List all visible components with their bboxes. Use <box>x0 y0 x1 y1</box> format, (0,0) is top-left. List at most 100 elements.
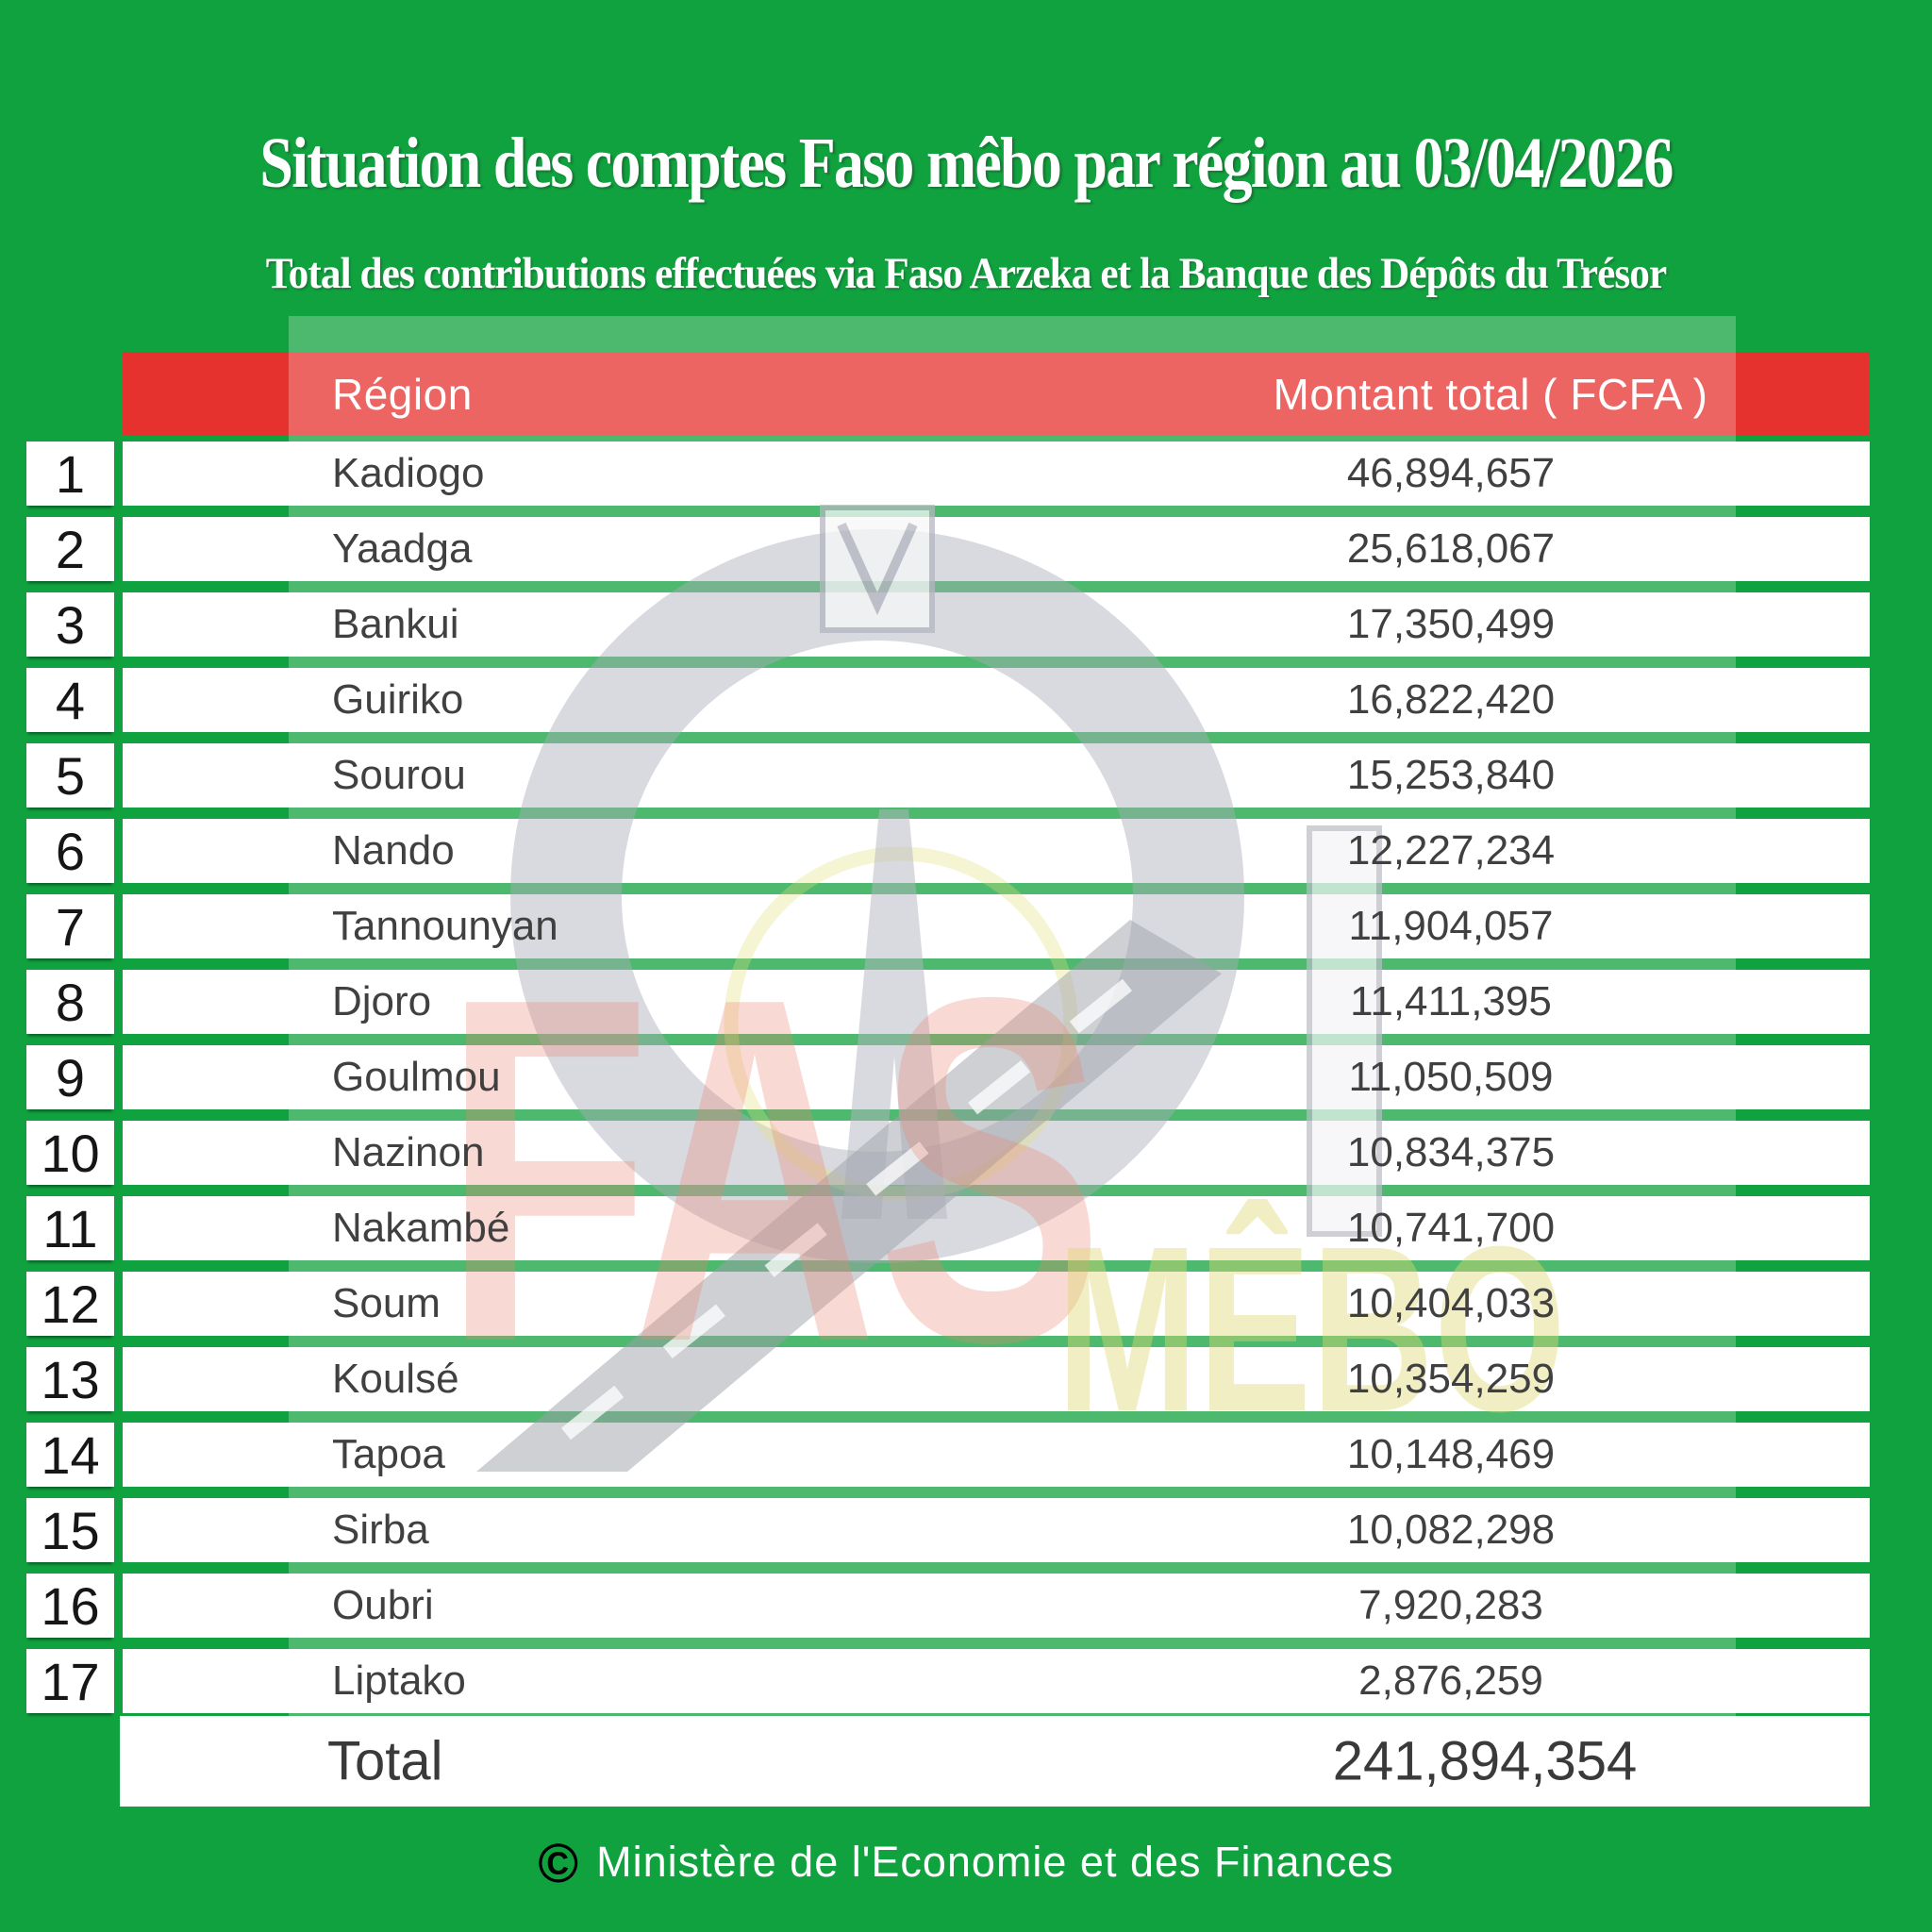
rank-cell <box>26 1574 114 1638</box>
amount-value: 46,894,657 <box>1346 450 1556 496</box>
amount-value: 7,920,283 <box>1358 1582 1543 1628</box>
region-name: Nazinon <box>332 1129 485 1175</box>
amount-value: 10,834,375 <box>1346 1129 1556 1175</box>
region-name: Tannounyan <box>332 903 558 949</box>
rank-value: 2 <box>55 519 86 579</box>
copyright-icon: © <box>538 1833 580 1894</box>
rank-cell <box>26 1423 114 1487</box>
rank-value: 10 <box>41 1123 100 1183</box>
amount-value: 11,411,395 <box>1350 978 1552 1024</box>
amount-value: 10,148,469 <box>1346 1431 1556 1477</box>
amount-value: 15,253,840 <box>1346 752 1556 798</box>
rank-cell <box>26 1121 114 1185</box>
region-name: Bankui <box>332 601 459 647</box>
rank-cell <box>26 1347 114 1411</box>
total-row: Total 241,894,354 <box>120 1716 1870 1807</box>
amount-value: 12,227,234 <box>1346 827 1556 874</box>
table-row: 13 Koulsé 10,354,259 <box>0 1347 1932 1411</box>
column-header-amount: Montant total ( FCFA ) <box>1273 369 1708 419</box>
row-background <box>123 668 1870 732</box>
rank-cell <box>26 894 114 958</box>
rank-value: 1 <box>55 443 86 504</box>
region-name: Soum <box>332 1280 441 1326</box>
amount-value: 16,822,420 <box>1346 676 1556 723</box>
total-label: Total <box>327 1730 443 1792</box>
rank-cell <box>26 1272 114 1336</box>
rank-value: 4 <box>55 670 86 730</box>
table-header: Région Montant total ( FCFA ) <box>123 352 1870 436</box>
region-name: Guiriko <box>332 676 464 723</box>
amount-value: 2,876,259 <box>1358 1657 1543 1704</box>
rank-value: 15 <box>41 1500 100 1560</box>
rank-cell <box>26 668 114 732</box>
footer: © Ministère de l'Economie et des Finances <box>0 1832 1932 1895</box>
row-background <box>123 1498 1870 1562</box>
table-row: 7 Tannounyan 11,904,057 <box>0 894 1932 958</box>
rank-cell <box>26 441 114 506</box>
amount-value: 10,354,259 <box>1346 1356 1556 1402</box>
rank-cell <box>26 1045 114 1109</box>
region-name: Sourou <box>332 752 466 798</box>
table-row: 8 Djoro 11,411,395 <box>0 970 1932 1034</box>
region-name: Nando <box>332 827 455 874</box>
table-row: 11 Nakambé 10,741,700 <box>0 1196 1932 1260</box>
region-name: Koulsé <box>332 1356 459 1402</box>
region-name: Tapoa <box>332 1431 445 1477</box>
region-name: Oubri <box>332 1582 434 1628</box>
amount-value: 10,082,298 <box>1346 1507 1556 1553</box>
row-background <box>123 743 1870 808</box>
total-amount: 241,894,354 <box>1332 1730 1638 1792</box>
region-name: Yaadga <box>332 525 473 572</box>
rank-cell <box>26 1196 114 1260</box>
table-row: 10 Nazinon 10,834,375 <box>0 1121 1932 1185</box>
table-row: 16 Oubri 7,920,283 <box>0 1574 1932 1638</box>
rank-cell <box>26 592 114 657</box>
table-row: 1 Kadiogo 46,894,657 <box>0 441 1932 506</box>
rank-value: 12 <box>41 1274 100 1334</box>
region-name: Liptako <box>332 1657 466 1704</box>
rank-value: 5 <box>55 745 86 806</box>
rank-value: 13 <box>41 1349 100 1409</box>
amount-value: 11,050,509 <box>1348 1054 1554 1100</box>
amount-value: 17,350,499 <box>1346 601 1556 647</box>
rank-value: 3 <box>55 594 86 655</box>
rank-cell <box>26 743 114 808</box>
row-background <box>123 819 1870 883</box>
rank-value: 9 <box>55 1047 86 1108</box>
region-name: Nakambé <box>332 1205 510 1251</box>
rank-value: 16 <box>41 1575 100 1636</box>
table-row: 15 Sirba 10,082,298 <box>0 1498 1932 1562</box>
row-background <box>123 592 1870 657</box>
table-row: 14 Tapoa 10,148,469 <box>0 1423 1932 1487</box>
region-name: Kadiogo <box>332 450 485 496</box>
region-name: Goulmou <box>332 1054 501 1100</box>
row-background <box>123 1574 1870 1638</box>
amount-value: 25,618,067 <box>1346 525 1556 572</box>
amount-value: 10,741,700 <box>1346 1205 1556 1251</box>
rank-value: 11 <box>42 1198 98 1258</box>
rank-cell <box>26 1498 114 1562</box>
rank-value: 14 <box>41 1424 100 1485</box>
page-title: Situation des comptes Faso mêbo par régi… <box>259 124 1674 203</box>
table-row: 3 Bankui 17,350,499 <box>0 592 1932 657</box>
row-background <box>123 1649 1870 1713</box>
region-name: Sirba <box>332 1507 429 1553</box>
table-row: 4 Guiriko 16,822,420 <box>0 668 1932 732</box>
footer-text: Ministère de l'Economie et des Finances <box>596 1838 1394 1886</box>
rank-cell <box>26 819 114 883</box>
table-row: 17 Liptako 2,876,259 <box>0 1649 1932 1713</box>
rank-value: 8 <box>55 972 86 1032</box>
rank-cell <box>26 517 114 581</box>
column-header-region: Région <box>332 369 473 419</box>
table-row: 9 Goulmou 11,050,509 <box>0 1045 1932 1109</box>
amount-value: 11,904,057 <box>1348 903 1554 949</box>
amount-value: 10,404,033 <box>1346 1280 1556 1326</box>
table-body: 1 Kadiogo 46,894,657 2 Yaadga 25,618,067… <box>0 441 1932 1724</box>
row-background <box>123 441 1870 506</box>
rank-value: 7 <box>55 896 86 957</box>
region-name: Djoro <box>332 978 432 1024</box>
rank-cell <box>26 970 114 1034</box>
rank-cell <box>26 1649 114 1713</box>
page-subtitle: Total des contributions effectuées via F… <box>265 249 1667 298</box>
